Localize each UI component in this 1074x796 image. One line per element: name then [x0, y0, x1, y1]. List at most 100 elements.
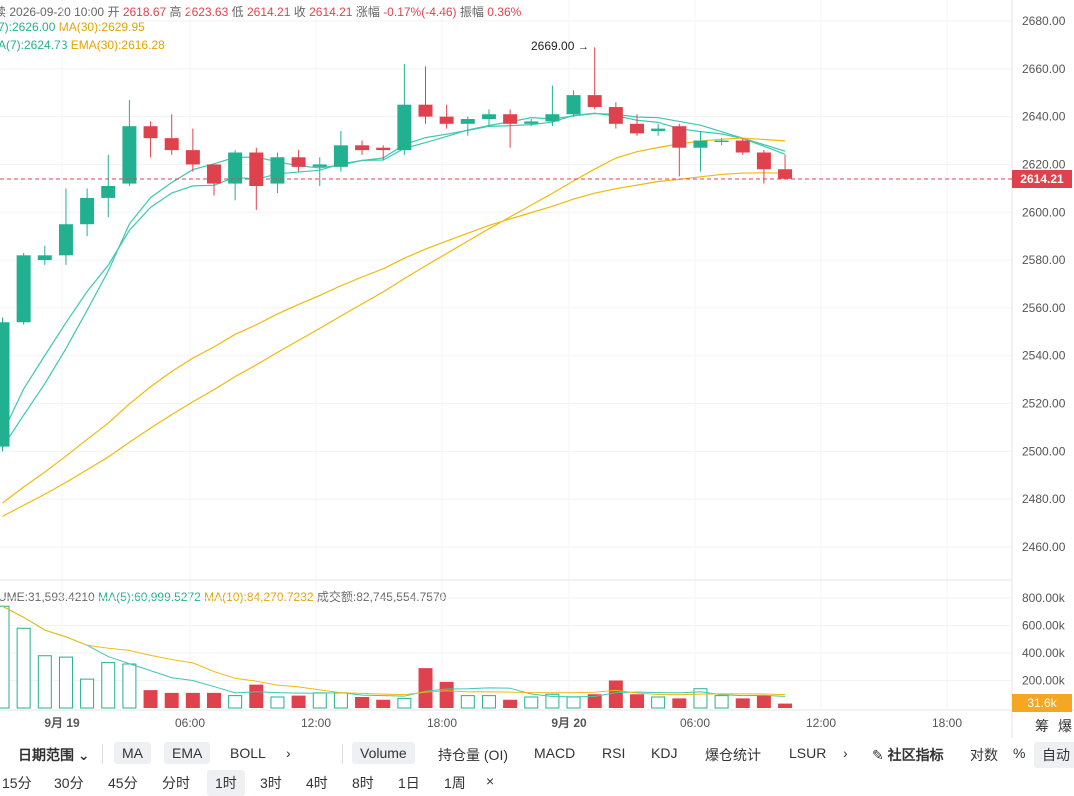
volume-bar — [608, 680, 623, 708]
candle-body — [693, 140, 708, 148]
candle-body — [714, 140, 729, 143]
community-indicators-label: 社区指标 — [887, 747, 944, 763]
volume-bar — [503, 699, 518, 708]
volume-bar — [312, 692, 327, 709]
log-scale-toggle[interactable]: 对数 — [970, 747, 998, 763]
date-range-button[interactable]: 日期范围 ⌄ — [10, 742, 98, 768]
volume-tick-label: 400.00k — [1022, 646, 1066, 660]
kdj-toggle[interactable]: KDJ — [651, 745, 678, 761]
candle-body — [249, 152, 264, 186]
candle-body — [291, 157, 306, 167]
timeframe-1h[interactable]: 1时 — [207, 770, 245, 796]
price-tick-label: 2520.00 — [1022, 397, 1066, 411]
close-value: 2614.21 — [309, 5, 353, 19]
volume-bar — [756, 695, 771, 708]
community-indicators-button[interactable]: ✎ 社区指标 — [864, 742, 952, 768]
volume-bar — [439, 681, 454, 708]
timeframe-30m[interactable]: 30分 — [54, 775, 84, 791]
close-label: 收 — [293, 5, 306, 19]
liquidation-stats-toggle[interactable]: 爆仓统计 — [705, 747, 761, 763]
macd-toggle[interactable]: MACD — [534, 745, 576, 761]
volume-tick-label: 200.00k — [1022, 674, 1066, 688]
close-icon[interactable]: × — [486, 773, 495, 789]
percent-scale-toggle[interactable]: % — [1013, 745, 1026, 761]
time-tick-label: 9月 20 — [551, 716, 587, 730]
rsi-toggle[interactable]: RSI — [602, 745, 626, 761]
turnover-value: 成交额:82,745,554.7570 — [316, 590, 447, 604]
candle-body — [756, 152, 771, 170]
candle-body — [164, 138, 179, 151]
ma30-line — [2, 137, 786, 517]
timeframe-1w[interactable]: 1周 — [444, 775, 466, 791]
indicator-toolbar: 日期范围 ⌄ MA EMA BOLL › Volume 持仓量 (OI) MAC… — [0, 738, 1074, 770]
auto-scale-toggle[interactable]: 自动 — [1034, 742, 1074, 768]
volume-bar — [651, 696, 666, 709]
candle-body — [37, 255, 52, 261]
ma7-line — [1, 112, 786, 448]
oi-toggle[interactable]: 持仓量 (OI) — [438, 747, 508, 763]
timeframe-1d[interactable]: 1日 — [398, 775, 420, 791]
candle-body — [460, 119, 475, 124]
volume-toggle[interactable]: Volume — [352, 742, 415, 764]
candle-body — [587, 95, 602, 108]
volume-bar — [207, 692, 221, 708]
candle-body — [333, 145, 348, 167]
candle-body — [397, 104, 412, 151]
volume-bar — [333, 692, 348, 709]
volume-bar — [228, 695, 243, 709]
timeframe-8h[interactable]: 8时 — [352, 775, 374, 791]
date-range-label: 日期范围 — [18, 747, 74, 763]
open-value: 2618.67 — [122, 5, 167, 19]
volume-bar — [37, 655, 52, 709]
price-tick-label: 2600.00 — [1022, 205, 1066, 219]
timeframe-3h[interactable]: 3时 — [260, 775, 282, 791]
candle-body — [58, 224, 73, 256]
timeframe-4h[interactable]: 4时 — [306, 775, 328, 791]
boll-toggle[interactable]: BOLL — [230, 745, 266, 761]
candle-body — [355, 145, 370, 151]
ma-toggle[interactable]: MA — [114, 742, 151, 764]
volume-bar — [672, 698, 687, 708]
ema7-value: A(7):2624.73 — [0, 38, 68, 52]
time-tick-label: 9月 19 — [44, 716, 80, 730]
vol-ma5-value: MA(5):60,999.5272 — [98, 590, 201, 604]
candle-body — [503, 114, 518, 124]
liquidation-button[interactable]: 爆 — [1058, 718, 1072, 734]
ohlc-header: 续 2026-09-20 10:00 开 2618.67 高 2623.63 低… — [0, 3, 521, 20]
chip-distribution-button[interactable]: 筹 — [1035, 718, 1049, 734]
timeframe-line[interactable]: 分时 — [162, 775, 190, 791]
timeframe-45m[interactable]: 45分 — [108, 775, 138, 791]
change-label: 涨幅 — [355, 5, 380, 19]
candle-body — [672, 126, 687, 148]
price-tick-label: 2580.00 — [1022, 253, 1066, 267]
candle-body — [143, 126, 158, 139]
candle-body — [312, 164, 327, 167]
candle-body — [735, 140, 750, 153]
high-label: 高 — [169, 5, 182, 19]
chevron-right-icon[interactable]: › — [843, 745, 848, 761]
volume-bar — [460, 695, 475, 709]
ema-toggle[interactable]: EMA — [164, 742, 211, 764]
volume-bar — [185, 692, 200, 708]
candle-body — [101, 185, 116, 198]
candle-datetime: 2026-09-20 10:00 — [9, 5, 105, 19]
candle-body — [16, 255, 31, 323]
ma-legend: 7):2626.00 MA(30):2629.95 — [0, 20, 145, 34]
volume-bar — [16, 627, 31, 709]
price-tick-label: 2480.00 — [1022, 492, 1066, 506]
volume-bar — [778, 703, 793, 708]
candle-body — [778, 169, 793, 179]
ma30-value: MA(30):2629.95 — [58, 20, 145, 34]
volume-bar — [58, 656, 73, 709]
volume-bar — [714, 695, 729, 709]
candlestick-chart[interactable]: 2680.00 2660.00 2640.00 2620.00 2600.00 2580.… — [0, 0, 1074, 738]
lsur-toggle[interactable]: LSUR — [789, 745, 827, 761]
chevron-right-icon[interactable]: › — [286, 745, 291, 761]
volume-bar — [164, 692, 179, 708]
volume-bar — [376, 699, 391, 708]
timeframe-15m[interactable]: 15分 — [2, 775, 32, 791]
volume-bar — [545, 693, 560, 709]
candle-body — [630, 123, 644, 134]
price-tick-label: 2500.00 — [1022, 444, 1066, 458]
candle-body — [185, 150, 200, 165]
